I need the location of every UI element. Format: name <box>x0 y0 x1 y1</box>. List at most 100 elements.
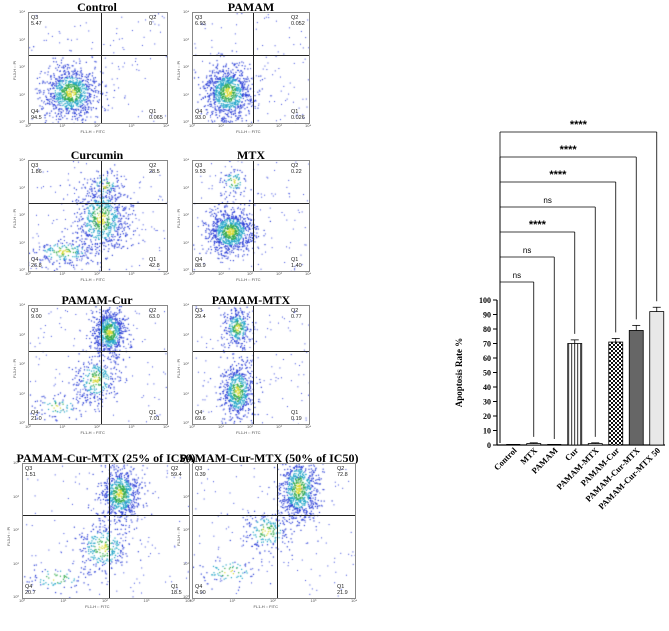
x-tick-label: 10² <box>94 424 100 429</box>
quadrant-gate-horizontal <box>29 203 167 204</box>
significance-label: **** <box>549 169 567 181</box>
quadrant-gate-vertical <box>101 306 102 424</box>
x-tick-label: 10² <box>247 424 253 429</box>
quadrant-label: Q4 4.90 <box>195 584 206 596</box>
flow-panel-title: PAMAM-Cur <box>61 293 133 307</box>
y-tick-label: 80 <box>483 325 491 334</box>
significance-label: **** <box>570 119 588 131</box>
quadrant-label: Q2 72.8 <box>337 466 348 478</box>
quadrant-label: Q1 18.5 <box>171 584 182 596</box>
quadrant-gate-vertical <box>109 464 110 598</box>
y-tick-label: 10⁴ <box>19 157 26 162</box>
y-tick-label: 10² <box>19 212 25 217</box>
scatter-plot-area: Q3 1.51 Q2 59.4 Q4 20.7 Q1 18.5 <box>22 463 190 599</box>
y-tick-label: 0 <box>487 441 491 450</box>
flow-panel-title: PAMAM-Cur-MTX (25% of IC50) <box>16 451 196 465</box>
y-tick-label: 10⁴ <box>19 9 26 14</box>
bar <box>608 341 624 446</box>
flow-panel-title: Control <box>77 0 117 14</box>
quadrant-gate-horizontal <box>193 515 355 516</box>
x-tick-label: 10¹ <box>218 271 224 276</box>
x-tick-label: 10⁰ <box>25 424 32 429</box>
y-tick-label: 30 <box>483 398 491 407</box>
significance-label: ns <box>513 271 521 280</box>
y-tick-label: 10¹ <box>183 390 189 396</box>
y-tick-label: 10³ <box>19 331 25 337</box>
quadrant-label: Q4 94.5 <box>31 109 42 121</box>
y-tick-label: 10⁴ <box>13 460 20 465</box>
y-axis-label: FL3-H :: PI <box>176 208 181 229</box>
x-tick-label: 10¹ <box>218 123 224 128</box>
quadrant-label: Q2 0.77 <box>291 308 302 320</box>
significance-label: **** <box>529 219 547 231</box>
x-tick-label: 10⁴ <box>163 271 170 276</box>
y-tick-label: 100 <box>479 296 491 305</box>
x-tick-label: 10⁴ <box>305 424 312 429</box>
x-tick-label: 10³ <box>310 598 317 603</box>
apoptosis-bar-chart: 0 10 20 30 40 50 60 70 80 90 100 Apoptosis Rate % Co… <box>454 119 665 511</box>
y-tick-label: 10⁰ <box>13 594 20 599</box>
quadrant-label: Q2 28.5 <box>149 163 160 175</box>
y-tick-label: 10³ <box>183 36 189 42</box>
x-tick-label: 10⁰ <box>189 123 196 128</box>
bar <box>526 443 542 446</box>
y-tick-label: 10⁰ <box>19 267 26 272</box>
y-axis-title: Apoptosis Rate % <box>454 338 464 408</box>
scatter-plot-area: Q3 5.47 Q2 0 Q4 94.5 Q1 0.065 <box>28 12 168 124</box>
quadrant-label: Q1 0.026 <box>291 109 305 121</box>
x-tick-label: 10² <box>270 598 276 603</box>
y-tick-label: 10² <box>183 64 189 69</box>
x-tick-label: 10² <box>247 123 253 128</box>
y-tick-label: 10⁴ <box>183 157 190 162</box>
y-axis-label: FL3-H :: PI <box>12 358 17 379</box>
y-axis-label: FL3-H :: PI <box>6 526 11 547</box>
bar <box>567 343 583 446</box>
flow-panel-title: Curcumin <box>70 148 124 162</box>
x-tick-label: 10² <box>94 271 100 276</box>
scatter-plot-area: Q3 1.86 Q2 28.5 Q4 26.8 Q1 42.8 <box>28 160 168 272</box>
x-tick-label: 10⁴ <box>305 123 312 128</box>
y-tick-label: 10¹ <box>19 239 25 245</box>
quadrant-gate-horizontal <box>23 515 189 516</box>
quadrant-label: Q3 29.4 <box>195 308 206 320</box>
x-tick-label: 10³ <box>128 123 135 128</box>
significance-label: ns <box>543 196 551 205</box>
quadrant-label: Q2 0.22 <box>291 163 302 175</box>
x-tick-label: 10¹ <box>218 424 224 429</box>
flow-panel: PAMAM-Cur Q3 9.00 Q2 63.0 Q4 21.0 Q1 7.01 FL3-H :… <box>4 293 190 457</box>
y-tick-label: 10¹ <box>183 560 189 566</box>
y-tick-label: 10³ <box>19 184 25 190</box>
y-tick-label: 10¹ <box>19 390 25 396</box>
x-tick-label: 10¹ <box>59 424 66 429</box>
flow-panel: PAMAM-MTX Q3 29.4 Q2 0.77 Q4 69.6 Q1 0.19 FL3-H :… <box>170 293 332 457</box>
y-tick-label: 10² <box>19 361 25 366</box>
quadrant-label: Q3 0.39 <box>195 466 206 478</box>
bar <box>649 311 665 446</box>
y-tick-label: 10⁰ <box>183 594 190 599</box>
y-tick-label: 10¹ <box>13 560 19 566</box>
quadrant-label: Q4 69.6 <box>195 410 206 422</box>
x-axis-label: FL1-H :: FITC <box>236 430 261 435</box>
scatter-plot-area: Q3 6.93 Q2 0.052 Q4 93.0 Q1 0.026 <box>192 12 310 124</box>
scatter-dots <box>193 464 355 598</box>
flow-panel: MTX Q3 9.53 Q2 0.22 Q4 88.9 Q1 1.40 FL3-H :: PI FL… <box>170 148 332 304</box>
scatter-plot-area: Q3 0.39 Q2 72.8 Q4 4.90 Q1 21.9 <box>192 463 356 599</box>
quadrant-label: Q4 20.7 <box>25 584 36 596</box>
bar <box>506 444 521 445</box>
flow-panel: PAMAM-Cur-MTX (50% of IC50) Q3 0.39 Q2 72.8 Q… <box>160 451 378 631</box>
bar <box>628 330 644 446</box>
y-tick-label: 10⁴ <box>183 460 190 465</box>
y-tick-label: 10⁰ <box>19 119 26 124</box>
scatter-dots <box>29 13 167 123</box>
y-tick-label: 60 <box>483 354 491 363</box>
quadrant-label: Q4 88.9 <box>195 257 206 269</box>
flow-panel: Control Q3 5.47 Q2 0 Q4 94.5 Q1 0.065 FL3-H :: PI… <box>4 0 190 156</box>
scatter-plot-area: Q3 29.4 Q2 0.77 Q4 69.6 Q1 0.19 <box>192 305 310 425</box>
y-tick-label: 10³ <box>183 331 189 337</box>
y-tick-label: 10¹ <box>183 239 189 245</box>
y-axis-label: FL3-H :: PI <box>12 60 17 81</box>
x-axis-label: FL1-H :: FITC <box>80 129 105 134</box>
quadrant-gate-vertical <box>253 13 254 123</box>
quadrant-label: Q1 21.9 <box>337 584 348 596</box>
quadrant-label: Q2 0 <box>149 15 157 27</box>
